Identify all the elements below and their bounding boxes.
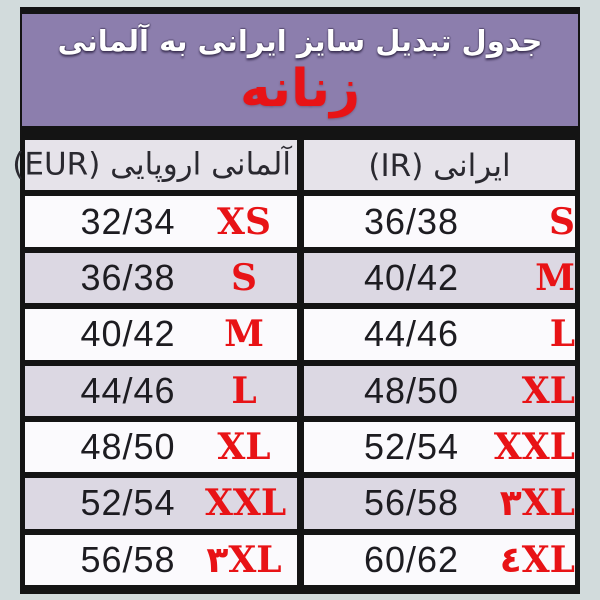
table-title-banner: جدول تبدیل سایز ایرانی به آلمانی زنانه [20, 7, 580, 134]
table-row: 48/50 XL 52/54 XXL [25, 421, 575, 473]
ir-cell: 60/62 ٤XL [304, 534, 575, 585]
eur-cell: 36/38 S [25, 252, 297, 304]
ir-size-letter: ۳XL [499, 482, 575, 525]
ir-cell: 44/46 L [304, 309, 575, 360]
eur-cell: 40/42 M [25, 309, 297, 360]
eur-cell: 32/34 XS [25, 196, 297, 247]
eur-size-value: 36/38 [80, 256, 176, 298]
eur-size-letter: XS [217, 200, 271, 243]
table-row: 36/38 S 40/42 M [25, 252, 575, 304]
ir-size-value: 60/62 [363, 538, 460, 580]
ir-size-value: 40/42 [363, 256, 460, 298]
header-cell-eur: آلمانی اروپایی (EUR) [12, 140, 297, 191]
ir-cell: 56/58 ۳XL [304, 478, 575, 529]
eur-cell: 44/46 L [25, 365, 297, 416]
eur-size-letter: XL [217, 426, 271, 469]
ir-size-letter: XL [521, 369, 575, 412]
ir-size-letter: ٤XL [499, 538, 575, 581]
table-row: 56/58 ۳XL 60/62 ٤XL [25, 534, 575, 585]
eur-cell: 48/50 XL [25, 421, 297, 473]
size-conversion-table: آلمانی اروپایی (EUR) ایرانی (IR) 32/34 X… [12, 134, 580, 594]
ir-size-value: 48/50 [363, 369, 460, 411]
eur-column-label: آلمانی اروپایی (EUR) [12, 146, 291, 183]
ir-cell: 36/38 S [304, 196, 575, 247]
table-title: جدول تبدیل سایز ایرانی به آلمانی [57, 23, 543, 58]
eur-size-letter: XXL [205, 482, 287, 525]
table-header-row: آلمانی اروپایی (EUR) ایرانی (IR) [12, 140, 575, 191]
ir-size-letter: L [549, 313, 575, 356]
eur-size-value: 48/50 [80, 426, 176, 468]
ir-size-value: 52/54 [363, 426, 460, 468]
ir-cell: 52/54 XXL [304, 421, 575, 473]
eur-size-letter: M [224, 313, 264, 356]
gender-label: زنانه [239, 58, 361, 119]
eur-cell: 56/58 ۳XL [25, 534, 297, 585]
ir-column-label: ایرانی (IR) [368, 147, 511, 184]
eur-size-value: 32/34 [80, 200, 176, 242]
ir-size-value: 36/38 [363, 200, 460, 242]
eur-size-value: 52/54 [80, 482, 176, 524]
ir-size-letter: S [549, 200, 575, 243]
table-row: 32/34 XS 36/38 S [25, 196, 575, 247]
eur-size-letter: S [231, 256, 257, 299]
ir-size-value: 44/46 [363, 313, 460, 355]
eur-size-letter: L [231, 369, 257, 412]
ir-cell: 48/50 XL [304, 365, 575, 416]
ir-size-letter: M [535, 256, 575, 299]
eur-size-letter: ۳XL [206, 538, 282, 581]
ir-cell: 40/42 M [304, 252, 575, 304]
eur-size-value: 44/46 [80, 369, 176, 411]
eur-size-value: 40/42 [80, 313, 176, 355]
header-cell-ir: ایرانی (IR) [304, 140, 575, 191]
table-row: 52/54 XXL 56/58 ۳XL [25, 478, 575, 529]
eur-size-value: 56/58 [80, 538, 176, 580]
ir-size-letter: XXL [493, 426, 575, 469]
table-row: 40/42 M 44/46 L [25, 309, 575, 360]
ir-size-value: 56/58 [363, 482, 460, 524]
eur-cell: 52/54 XXL [25, 478, 297, 529]
table-row: 44/46 L 48/50 XL [25, 365, 575, 416]
